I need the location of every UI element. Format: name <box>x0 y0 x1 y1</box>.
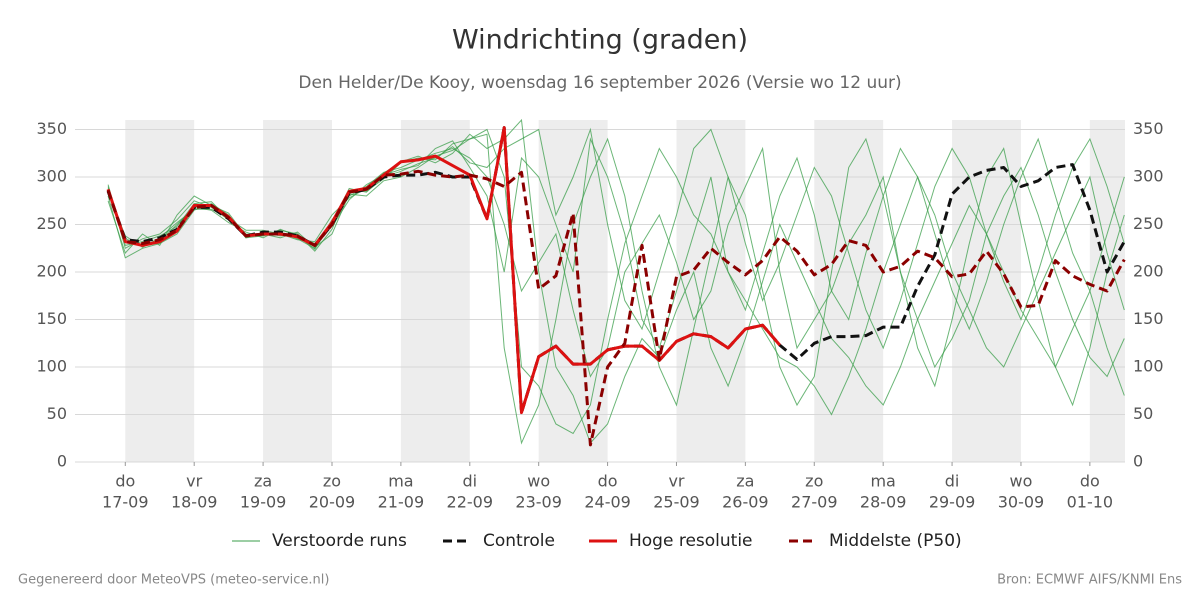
y-tick-label: 50 <box>47 404 67 423</box>
day-bands <box>125 120 1125 462</box>
x-tick-day: wo <box>527 472 550 491</box>
y2-tick-label: 200 <box>1133 262 1164 281</box>
x-tick-date: 01-10 <box>1067 493 1114 512</box>
x-tick-date: 25-09 <box>653 493 700 512</box>
day-band <box>125 120 195 462</box>
y2-tick-label: 300 <box>1133 167 1164 186</box>
y-tick-label: 350 <box>36 119 67 138</box>
x-tick-day: wo <box>1010 472 1033 491</box>
y2-tick-label: 350 <box>1133 119 1164 138</box>
x-tick-date: 19-09 <box>240 493 287 512</box>
x-tick-day: di <box>462 472 477 491</box>
x-tick-date: 24-09 <box>584 493 631 512</box>
x-tick-day: di <box>945 472 960 491</box>
y-tick-label: 150 <box>36 309 67 328</box>
x-tick-date: 22-09 <box>447 493 494 512</box>
x-tick-date: 30-09 <box>998 493 1045 512</box>
y2-tick-label: 150 <box>1133 309 1164 328</box>
legend-label: Controle <box>483 531 555 551</box>
x-tick-day: do <box>115 472 135 491</box>
footer-right: Bron: ECMWF AIFS/KNMI Ens <box>997 573 1182 588</box>
ensemble-line <box>107 128 1125 435</box>
y2-tick-label: 50 <box>1133 404 1153 423</box>
day-band <box>538 120 608 462</box>
x-tick-day: zo <box>323 472 341 491</box>
legend-label: Middelste (P50) <box>829 531 962 551</box>
x-tick-day: do <box>598 472 618 491</box>
day-band <box>952 120 1021 462</box>
x-tick-date: 29-09 <box>929 493 976 512</box>
x-tick-date: 18-09 <box>171 493 218 512</box>
legend-label: Verstoorde runs <box>272 531 407 551</box>
y2-tick-label: 250 <box>1133 214 1164 233</box>
x-tick-date: 26-09 <box>722 493 769 512</box>
x-tick-day: do <box>1080 472 1100 491</box>
x-tick-day: zo <box>805 472 823 491</box>
footer-left: Gegenereerd door MeteoVPS (meteo-service… <box>18 573 329 588</box>
x-tick-day: za <box>736 472 754 491</box>
x-tick-date: 27-09 <box>791 493 838 512</box>
series-line <box>106 126 1126 415</box>
x-tick-date: 17-09 <box>102 493 149 512</box>
day-band <box>814 120 884 462</box>
series-line <box>106 126 781 415</box>
x-tick-day: vr <box>668 472 684 491</box>
y-tick-label: 0 <box>57 452 67 471</box>
y2-tick-label: 100 <box>1133 357 1164 376</box>
y-tick-label: 100 <box>36 357 67 376</box>
chart-title: Windrichting (graden) <box>452 25 748 56</box>
day-band <box>263 120 332 462</box>
series-line <box>106 169 1126 447</box>
x-tick-day: ma <box>870 472 895 491</box>
chart-subtitle: Den Helder/De Kooy, woensdag 16 septembe… <box>298 73 901 93</box>
x-tick-day: za <box>254 472 272 491</box>
x-tick-date: 23-09 <box>515 493 562 512</box>
y-tick-label: 250 <box>36 214 67 233</box>
x-tick-date: 20-09 <box>309 493 356 512</box>
y2-tick-label: 0 <box>1133 452 1143 471</box>
x-tick-day: ma <box>388 472 413 491</box>
x-tick-date: 21-09 <box>378 493 425 512</box>
y-tick-label: 300 <box>36 167 67 186</box>
x-tick-day: vr <box>186 472 202 491</box>
legend-label: Hoge resolutie <box>629 531 753 551</box>
x-tick-date: 28-09 <box>860 493 907 512</box>
y-tick-label: 200 <box>36 262 67 281</box>
